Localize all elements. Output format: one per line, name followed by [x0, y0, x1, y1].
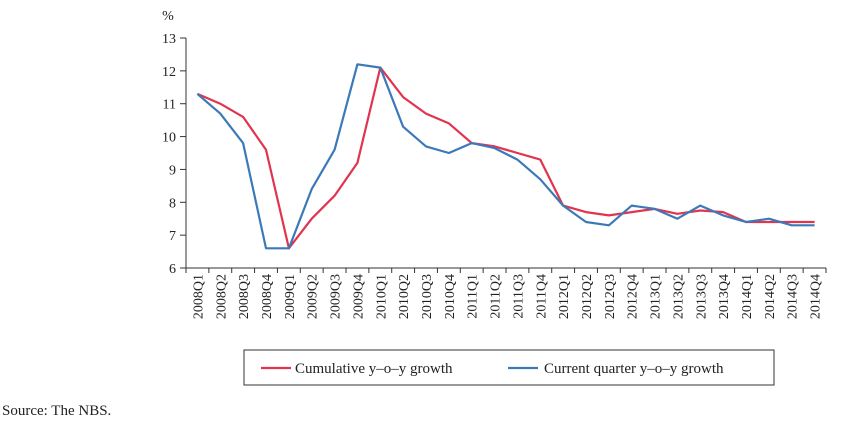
x-tick-label: 2012Q1	[557, 274, 572, 319]
y-tick-label: 6	[169, 262, 176, 277]
y-tick-label: 7	[169, 229, 176, 244]
legend-label-current-quarter: Current quarter y–o–y growth	[544, 361, 724, 377]
x-tick-label: 2013Q3	[694, 274, 709, 319]
x-tick-label: 2014Q1	[740, 274, 755, 319]
x-tick-label: 2008Q3	[237, 274, 252, 319]
y-tick-label: 8	[169, 196, 176, 211]
x-tick-label: 2013Q2	[671, 274, 686, 319]
y-axis-ticks: 6 7 8 9 10 11 12 13	[162, 32, 186, 277]
series-line-current-quarter	[196, 63, 815, 250]
y-tick-label: 9	[169, 163, 176, 178]
x-tick-label: 2009Q2	[306, 274, 321, 319]
y-tick-label: 11	[163, 98, 176, 113]
x-tick-label: 2014Q2	[763, 274, 778, 319]
x-tick-label: 2012Q4	[626, 274, 641, 319]
x-tick-label: 2010Q4	[443, 274, 458, 319]
x-tick-label: 2012Q3	[603, 274, 618, 319]
x-tick-label: 2011Q4	[534, 274, 549, 319]
x-tick-label: 2009Q4	[351, 274, 366, 319]
x-tick-label: 2012Q2	[580, 274, 595, 319]
x-tick-label: 2008Q2	[214, 274, 229, 319]
y-tick-label: 12	[162, 65, 176, 80]
x-tick-label: 2013Q1	[649, 274, 664, 319]
x-tick-label: 2010Q1	[374, 274, 389, 319]
series-line-cumulative	[196, 66, 815, 250]
series-lines	[196, 63, 815, 250]
y-axis-unit-label: %	[162, 9, 174, 24]
x-tick-label: 2010Q2	[397, 274, 412, 319]
x-tick-label: 2009Q1	[283, 274, 298, 319]
legend: Cumulative y–o–y growth Current quarter …	[243, 349, 775, 386]
x-tick-label: 2010Q3	[420, 274, 435, 319]
x-axis-ticks: 2008Q1 2008Q2 2008Q3 2008Q4 2009Q1 2009Q2 2009…	[185, 268, 827, 319]
x-tick-label: 2011Q3	[511, 274, 526, 319]
legend-label-cumulative: Cumulative y–o–y growth	[295, 361, 453, 377]
x-tick-label: 2011Q2	[489, 274, 504, 319]
source-note: Source: The NBS.	[2, 403, 112, 419]
x-tick-label: 2009Q3	[329, 274, 344, 319]
x-tick-label: 2014Q4	[809, 274, 824, 319]
x-tick-label: 2008Q1	[191, 274, 206, 319]
y-tick-label: 13	[162, 32, 176, 47]
legend-box	[243, 349, 775, 386]
x-tick-label: 2013Q4	[717, 274, 732, 319]
x-tick-label: 2014Q3	[786, 274, 801, 319]
x-tick-label: 2008Q4	[260, 274, 275, 319]
x-tick-label: 2011Q1	[466, 274, 481, 319]
y-tick-label: 10	[162, 131, 176, 146]
